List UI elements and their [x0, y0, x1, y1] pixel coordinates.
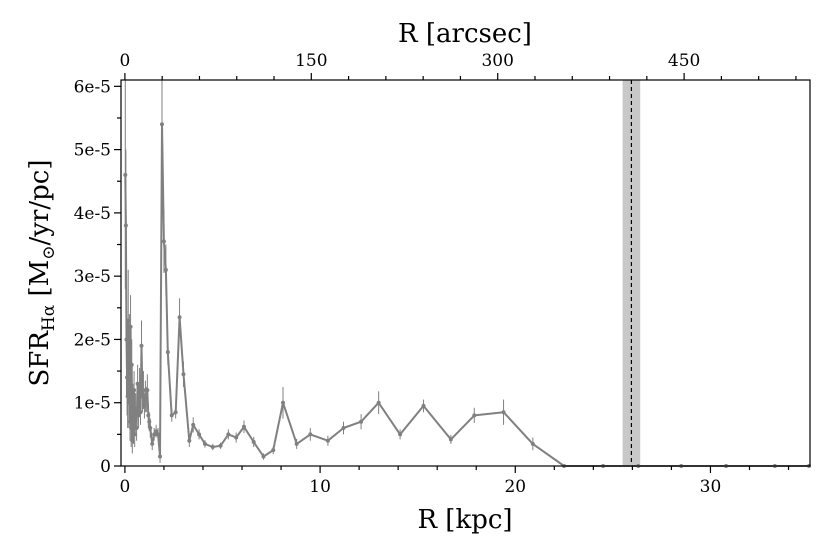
series-line: [124, 123, 810, 467]
data-point: [159, 122, 164, 127]
top-tick-label: 0: [119, 51, 130, 71]
data-point: [138, 410, 143, 415]
y-tick-label: 5e-5: [74, 141, 111, 161]
data-point: [187, 438, 192, 443]
data-point: [448, 437, 453, 442]
data-point: [123, 223, 128, 228]
top-tick-label: 150: [295, 51, 327, 71]
x-tick-label: 10: [309, 477, 331, 497]
y-tick-label: 4e-5: [74, 204, 111, 224]
data-point: [150, 441, 155, 446]
y-tick-label: 3e-5: [74, 267, 111, 287]
data-point: [218, 443, 223, 448]
data-points: [123, 122, 811, 468]
y-tick-label: 1e-5: [74, 394, 111, 414]
data-point: [173, 410, 178, 415]
data-point: [142, 403, 147, 408]
data-point: [130, 400, 135, 405]
data-point: [139, 343, 144, 348]
data-point: [133, 407, 138, 412]
data-point: [146, 413, 151, 418]
data-point: [501, 410, 506, 415]
data-point: [141, 388, 146, 393]
data-point: [123, 172, 128, 177]
data-point: [158, 454, 163, 459]
data-point: [251, 439, 256, 444]
data-point: [359, 419, 364, 424]
data-point: [137, 384, 142, 389]
data-point: [125, 375, 130, 380]
x-tick-label: 0: [119, 477, 130, 497]
data-point: [132, 388, 137, 393]
data-point: [128, 324, 133, 329]
data-point: [161, 239, 166, 244]
data-point: [341, 426, 346, 431]
top-tick-label: 450: [668, 51, 700, 71]
data-point: [325, 438, 330, 443]
data-point: [241, 424, 246, 429]
x-axis-label: R [kpc]: [417, 505, 512, 535]
x-tick-label: 30: [700, 477, 722, 497]
x-axis-bottom: 0 10 20 30: [119, 466, 790, 497]
data-point: [156, 432, 161, 437]
data-point: [140, 394, 145, 399]
top-x-axis-label: R [arcsec]: [398, 19, 532, 49]
data-point: [294, 441, 299, 446]
plot-frame: [120, 79, 811, 467]
data-point: [210, 445, 215, 450]
y-tick-label: 0: [100, 457, 111, 477]
data-point: [226, 432, 231, 437]
data-point: [169, 413, 174, 418]
data-point: [421, 403, 426, 408]
data-point: [271, 448, 276, 453]
data-point: [134, 426, 139, 431]
data-point: [126, 318, 131, 323]
y-tick-label: 6e-5: [74, 77, 111, 97]
data-point: [125, 394, 130, 399]
data-point: [191, 422, 196, 427]
data-point: [129, 362, 134, 367]
data-point: [135, 381, 140, 386]
data-point: [127, 419, 132, 424]
data-point: [129, 426, 134, 431]
data-point: [124, 337, 129, 342]
data-point: [281, 400, 286, 405]
data-point: [147, 419, 152, 424]
data-point: [472, 413, 477, 418]
y-axis-left: 0 1e-5 2e-5 3e-5 4e-5 5e-5 6e-5: [74, 77, 121, 477]
data-point: [181, 372, 186, 377]
data-point: [398, 432, 403, 437]
data-point: [152, 432, 157, 437]
plot-area: [120, 79, 811, 468]
data-point: [145, 388, 150, 393]
data-point: [148, 426, 153, 431]
data-point: [261, 454, 266, 459]
data-point: [144, 397, 149, 402]
data-point: [163, 267, 168, 272]
top-tick-label: 300: [481, 51, 513, 71]
data-point: [126, 400, 131, 405]
y-axis-label: SFRHα [M⊙/yr/pc]: [25, 159, 59, 386]
x-axis-top: 0 150 300 450: [119, 51, 797, 80]
data-point: [143, 394, 148, 399]
data-point: [177, 315, 182, 320]
x-tick-label: 20: [504, 477, 526, 497]
y-tick-label: 2e-5: [74, 330, 111, 350]
data-point: [308, 432, 313, 437]
data-point: [131, 429, 136, 434]
data-point: [530, 441, 535, 446]
data-point: [165, 350, 170, 355]
data-point: [136, 413, 141, 418]
data-point: [202, 441, 207, 446]
data-point: [154, 429, 159, 434]
data-point: [376, 400, 381, 405]
data-point: [132, 432, 137, 437]
data-point: [234, 435, 239, 440]
data-point: [127, 350, 132, 355]
data-point: [130, 438, 135, 443]
data-point: [197, 432, 202, 437]
